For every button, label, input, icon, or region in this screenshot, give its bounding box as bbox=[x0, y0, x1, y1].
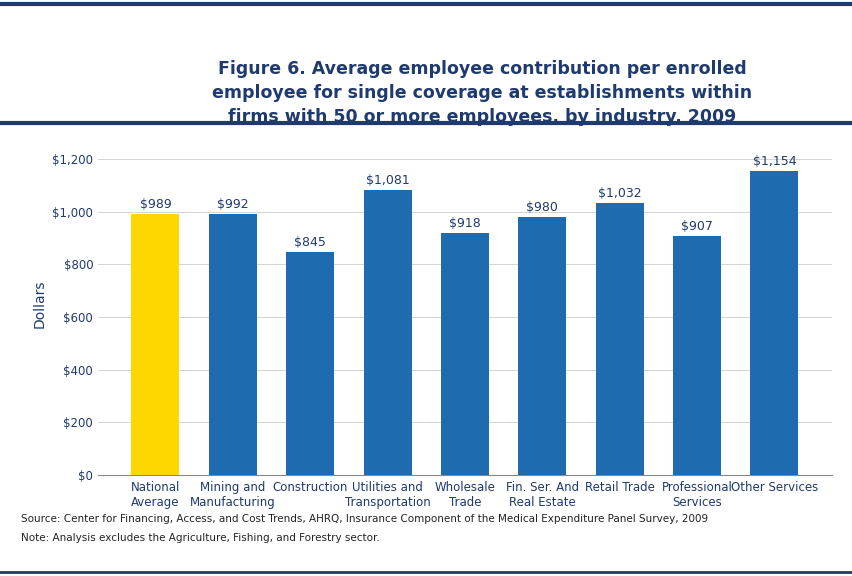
Text: Figure 6. Average employee contribution per enrolled
employee for single coverag: Figure 6. Average employee contribution … bbox=[211, 60, 751, 126]
Text: $907: $907 bbox=[680, 220, 712, 233]
Text: Note: Analysis excludes the Agriculture, Fishing, and Forestry sector.: Note: Analysis excludes the Agriculture,… bbox=[21, 533, 380, 543]
Bar bbox=[518, 217, 566, 475]
Bar bbox=[595, 203, 643, 475]
Text: $980: $980 bbox=[526, 200, 557, 214]
Text: $918: $918 bbox=[448, 217, 481, 230]
Bar bbox=[440, 233, 488, 475]
Bar bbox=[363, 190, 411, 475]
Bar bbox=[285, 252, 334, 475]
Text: $845: $845 bbox=[294, 236, 325, 249]
Text: $989: $989 bbox=[140, 198, 171, 211]
Text: $1,154: $1,154 bbox=[751, 155, 795, 168]
Bar bbox=[750, 171, 797, 475]
Text: $992: $992 bbox=[216, 198, 248, 210]
Bar bbox=[209, 214, 256, 475]
Text: Source: Center for Financing, Access, and Cost Trends, AHRQ, Insurance Component: Source: Center for Financing, Access, an… bbox=[21, 514, 708, 524]
Text: $1,081: $1,081 bbox=[366, 174, 409, 187]
Text: $1,032: $1,032 bbox=[597, 187, 641, 200]
Bar bbox=[672, 236, 720, 475]
Bar bbox=[131, 214, 179, 475]
Y-axis label: Dollars: Dollars bbox=[32, 279, 47, 328]
